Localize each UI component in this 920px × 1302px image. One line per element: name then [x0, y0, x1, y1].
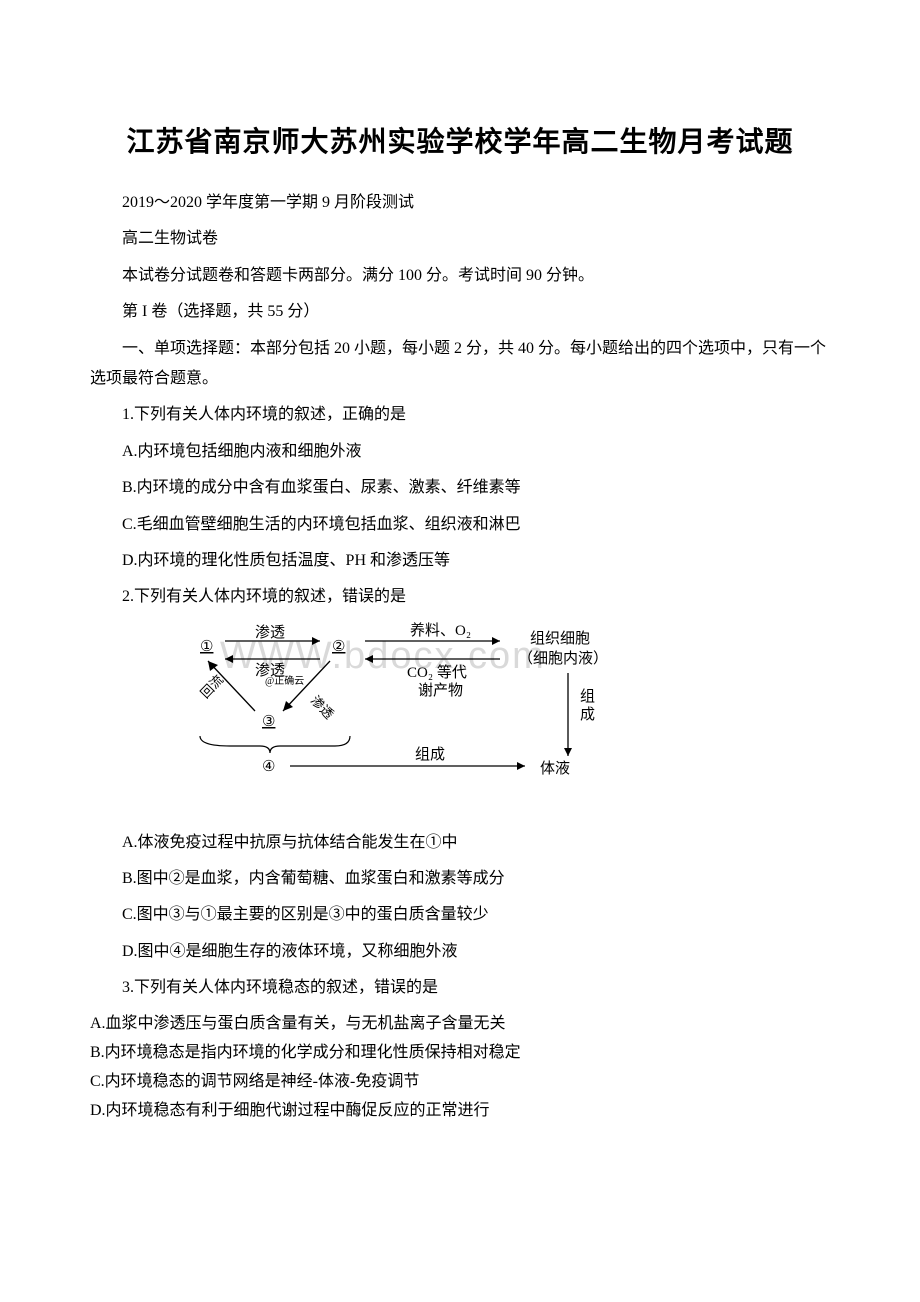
- cell-label-1: 组织细胞: [530, 630, 590, 647]
- q1-option-b: B.内环境的成分中含有血浆蛋白、尿素、激素、纤维素等: [90, 473, 830, 503]
- q1-stem: 1.下列有关人体内环境的叙述，正确的是: [90, 400, 830, 430]
- q2-option-a: A.体液免疫过程中抗原与抗体结合能发生在①中: [90, 828, 830, 858]
- subject-line: 高二生物试卷: [90, 224, 830, 254]
- waste1-label: CO₂ 等代: [407, 663, 467, 681]
- compose-label: 组成: [415, 746, 445, 763]
- composev1-label: 组: [580, 688, 595, 705]
- q2-option-c: C.图中③与①最主要的区别是③中的蛋白质含量较少: [90, 900, 830, 930]
- document-content: 江苏省南京师大苏州实验学校学年高二生物月考试题 2019～2020 学年度第一学…: [90, 120, 830, 1124]
- node2-label: ②: [332, 639, 345, 655]
- composev2-label: 成: [580, 706, 595, 723]
- q3-option-b: B.内环境稳态是指内环境的化学成分和理化性质保持相对稳定: [90, 1039, 830, 1066]
- q1-option-d: D.内环境的理化性质包括温度、PH 和渗透压等: [90, 546, 830, 576]
- infilt-label: 渗透: [308, 692, 337, 721]
- term-line: 2019～2020 学年度第一学期 9 月阶段测试: [90, 188, 830, 218]
- q3-stem: 3.下列有关人体内环境稳态的叙述，错误的是: [90, 973, 830, 1003]
- instruction-line: 本试卷分试题卷和答题卡两部分。满分 100 分。考试时间 90 分钟。: [90, 261, 830, 291]
- q1-option-a: A.内环境包括细胞内液和细胞外液: [90, 437, 830, 467]
- q2-stem: 2.下列有关人体内环境的叙述，错误的是: [90, 582, 830, 612]
- spacer: [90, 804, 830, 822]
- waste2-label: 谢产物: [418, 682, 463, 699]
- page-title: 江苏省南京师大苏州实验学校学年高二生物月考试题: [90, 120, 830, 160]
- cell-label-2: （细胞内液）: [518, 650, 608, 667]
- diagram-svg: ① 渗透 渗透 ② 养料、O₂ CO₂ 等代 谢产物 组织细胞: [170, 621, 730, 796]
- q2-option-d: D.图中④是细胞生存的液体环境，又称细胞外液: [90, 937, 830, 967]
- mark-label: @正确云: [265, 674, 304, 687]
- node4-label: ④: [262, 759, 275, 775]
- q1-option-c: C.毛细血管壁细胞生活的内环境包括血浆、组织液和淋巴: [90, 510, 830, 540]
- section-line: 一、单项选择题：本部分包括 20 小题，每小题 2 分，共 40 分。每小题给出…: [90, 334, 830, 395]
- q3-option-a: A.血浆中渗透压与蛋白质含量有关，与无机盐离子含量无关: [90, 1010, 830, 1037]
- part-line: 第 I 卷（选择题，共 55 分）: [90, 297, 830, 327]
- q2-option-b: B.图中②是血浆，内含葡萄糖、血浆蛋白和激素等成分: [90, 864, 830, 894]
- q2-diagram: ① 渗透 渗透 ② 养料、O₂ CO₂ 等代 谢产物 组织细胞: [170, 621, 830, 796]
- document-page: WWW.bdocx.com 江苏省南京师大苏州实验学校学年高二生物月考试题 20…: [0, 0, 920, 1302]
- q3-option-d: D.内环境稳态有利于细胞代谢过程中酶促反应的正常进行: [90, 1097, 830, 1124]
- node1-label: ①: [200, 639, 213, 655]
- perm1-label: 渗透: [255, 624, 285, 641]
- q3-option-c: C.内环境稳态的调节网络是神经-体液-免疫调节: [90, 1068, 830, 1095]
- fluid-label: 体液: [540, 760, 570, 777]
- nutrients-label: 养料、O₂: [410, 622, 471, 639]
- node3-label: ③: [262, 714, 275, 730]
